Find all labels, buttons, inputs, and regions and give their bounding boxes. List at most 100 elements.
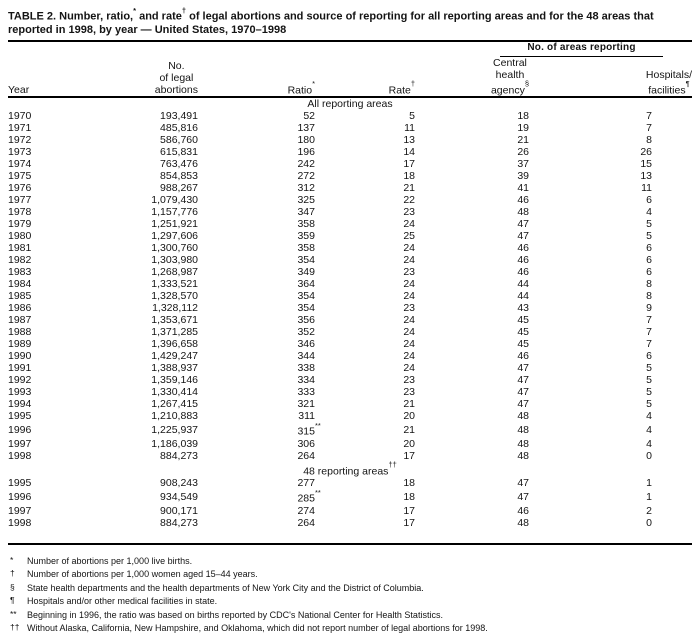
cell-hospitals-facilities: 4 [646, 437, 652, 450]
cell-ratio: 315** [297, 420, 321, 438]
cell-ratio: 359 [297, 230, 315, 243]
cell-central-health-agency: 26 [517, 146, 529, 159]
cell-central-health-agency: 19 [517, 122, 529, 135]
footnote-marker: † [10, 568, 15, 579]
table-row: 1998 884,273 264 17 48 0 [8, 450, 692, 462]
cell-spacer [652, 206, 692, 218]
cell-hospitals-facilities: 6 [646, 350, 652, 363]
cell-central-health-agency: 21 [517, 134, 529, 147]
cell-spacer [652, 477, 692, 489]
cell-abortions: 485,816 [160, 122, 198, 135]
cell-year: 1971 [8, 122, 32, 135]
column-header-year: Year [8, 56, 48, 99]
cell-hospitals-facilities: 5 [646, 362, 652, 375]
cell-abortions: 1,300,760 [151, 242, 198, 255]
cell-central-health-agency: 41 [517, 182, 529, 195]
cell-ratio: 242 [297, 158, 315, 171]
cell-rate: 17 [403, 516, 415, 529]
table-row: 1975 854,853 272 18 39 13 [8, 170, 692, 182]
cell-year: 1972 [8, 134, 32, 147]
cell-year: 1980 [8, 230, 32, 243]
cell-central-health-agency: 48 [517, 423, 529, 436]
cell-year: 1975 [8, 170, 32, 183]
table-row: 1990 1,429,247 344 24 46 6 [8, 350, 692, 362]
cell-abortions: 1,371,285 [151, 326, 198, 339]
section-header-row: All reporting areas [8, 97, 692, 110]
cell-spacer [652, 422, 692, 438]
table-row: 1971 485,816 137 11 19 7 [8, 122, 692, 134]
cell-ratio: 352 [297, 326, 315, 339]
title-footnote-marker-asterisk: * [133, 6, 137, 15]
cell-hospitals-facilities: 5 [646, 398, 652, 411]
cell-hospitals-facilities: 7 [646, 122, 652, 135]
footnote-marker: ** [10, 608, 17, 619]
cell-ratio: 344 [297, 350, 315, 363]
cell-spacer [652, 398, 692, 410]
central-footnote-marker: § [524, 79, 529, 89]
footnotes: * Number of abortions per 1,000 live bir… [8, 555, 692, 636]
cell-central-health-agency: 47 [517, 374, 529, 387]
table-row: 1970 193,491 52 5 18 7 [8, 110, 692, 122]
table-row: 1980 1,297,606 359 25 47 5 [8, 230, 692, 242]
cell-rate: 24 [403, 290, 415, 303]
cell-rate: 23 [403, 386, 415, 399]
cell-central-health-agency: 44 [517, 278, 529, 291]
cell-abortions: 1,328,112 [152, 302, 198, 315]
cell-spacer [652, 517, 692, 529]
footnote-text: State health departments and the health … [27, 582, 424, 593]
cell-abortions: 884,273 [160, 449, 198, 462]
cell-hospitals-facilities: 11 [641, 182, 652, 195]
cell-abortions: 615,831 [160, 146, 198, 159]
footnote-marker: ¶ [10, 595, 15, 606]
cell-ratio: 306 [297, 437, 315, 450]
cell-hospitals-facilities: 9 [646, 302, 652, 315]
cell-spacer [652, 302, 692, 314]
cell-abortions: 854,853 [160, 170, 198, 183]
cell-spacer [652, 134, 692, 146]
cell-year: 1995 [8, 410, 32, 423]
footnote-text: Without Alaska, California, New Hampshir… [27, 623, 488, 634]
cell-hospitals-facilities: 8 [646, 278, 652, 291]
cell-abortions: 934,549 [160, 490, 198, 503]
table-row: 1994 1,267,415 321 21 47 5 [8, 398, 692, 410]
cell-hospitals-facilities: 6 [646, 266, 652, 279]
cell-hospitals-facilities: 7 [646, 326, 652, 339]
cell-year: 1993 [8, 386, 32, 399]
cell-year: 1979 [8, 218, 32, 231]
table-header: No. of areas reporting Year No. of legal… [8, 42, 692, 99]
cell-central-health-agency: 46 [517, 254, 529, 267]
cell-ratio: 272 [297, 170, 315, 183]
cell-abortions: 1,267,415 [151, 398, 198, 411]
cell-abortions: 1,330,414 [151, 386, 198, 399]
cell-spacer [652, 146, 692, 158]
section-header-label: 48 reporting areas†† [303, 460, 397, 478]
cell-year: 1997 [8, 437, 32, 450]
cell-year: 1991 [8, 362, 32, 375]
table-row: 1992 1,359,146 334 23 47 5 [8, 374, 692, 386]
cell-rate: 21 [403, 182, 415, 195]
cell-rate: 11 [404, 122, 415, 135]
title-text-2: and rate [136, 10, 182, 23]
spanner-row: No. of areas reporting [8, 42, 692, 57]
spanner-label: No. of areas reporting [500, 42, 663, 57]
cell-hospitals-facilities: 15 [640, 158, 652, 171]
table-row: 1996 1,225,937 315** 21 48 4 [8, 420, 692, 438]
cell-rate: 21 [403, 423, 415, 436]
cell-central-health-agency: 48 [517, 410, 529, 423]
cell-rate: 22 [403, 194, 415, 207]
cell-central-health-agency: 47 [517, 230, 529, 243]
cell-rate: 21 [403, 398, 415, 411]
cell-rate: 23 [403, 302, 415, 315]
cell-ratio: 354 [297, 302, 315, 315]
cell-hospitals-facilities: 7 [646, 110, 652, 123]
table-row: 1985 1,328,570 354 24 44 8 [8, 290, 692, 302]
cell-year: 1994 [8, 398, 32, 411]
cell-spacer [652, 362, 692, 374]
cell-rate: 13 [403, 134, 415, 147]
footnote-marker: * [10, 554, 14, 565]
cell-year: 1977 [8, 194, 32, 207]
table-row: 1995 1,210,883 311 20 48 4 [8, 410, 692, 422]
cell-year: 1983 [8, 266, 32, 279]
cell-ratio: 180 [297, 134, 315, 147]
cell-central-health-agency: 48 [517, 206, 529, 219]
